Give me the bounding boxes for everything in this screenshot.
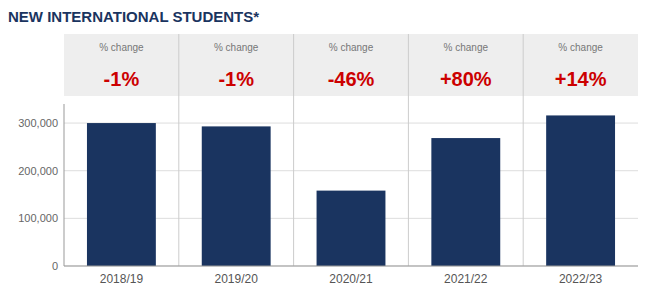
x-axis-line	[64, 266, 638, 267]
bar	[317, 191, 386, 266]
annotation-label: % change	[558, 42, 603, 53]
bars	[87, 115, 615, 266]
y-tick-label: 100,000	[18, 212, 58, 224]
separator	[178, 34, 179, 266]
header-band	[64, 34, 638, 96]
x-tick-label: 2020/21	[329, 272, 373, 286]
annotation-value: +80%	[440, 68, 492, 90]
bar	[431, 138, 500, 266]
annotation-value: -1%	[104, 68, 140, 90]
annotation-label: % change	[444, 42, 489, 53]
title: NEW INTERNATIONAL STUDENTS*	[8, 8, 259, 25]
annotation-value: -46%	[328, 68, 375, 90]
x-tick-label: 2022/23	[559, 272, 603, 286]
x-tick-label: 2018/19	[100, 272, 144, 286]
annotation-label: % change	[329, 42, 374, 53]
separator	[293, 34, 294, 266]
bar	[202, 126, 271, 266]
y-axis-line	[64, 104, 65, 266]
bar	[87, 123, 156, 266]
chart-container: NEW INTERNATIONAL STUDENTS* % change -1% % …	[0, 0, 650, 301]
x-tick-label: 2019/20	[215, 272, 259, 286]
x-tick-label: 2021/22	[444, 272, 488, 286]
grid-line	[64, 266, 638, 267]
separator	[408, 34, 409, 266]
y-tick-label: 200,000	[18, 165, 58, 177]
annotation-label: % change	[214, 42, 259, 53]
annotation-value: +14%	[555, 68, 607, 90]
y-tick-label: 0	[52, 260, 58, 272]
y-tick-label: 300,000	[18, 117, 58, 129]
chart: NEW INTERNATIONAL STUDENTS* % change -1% % …	[0, 0, 650, 301]
bar	[546, 115, 615, 266]
separator	[523, 34, 524, 266]
annotation-label: % change	[99, 42, 144, 53]
annotation-value: -1%	[218, 68, 254, 90]
